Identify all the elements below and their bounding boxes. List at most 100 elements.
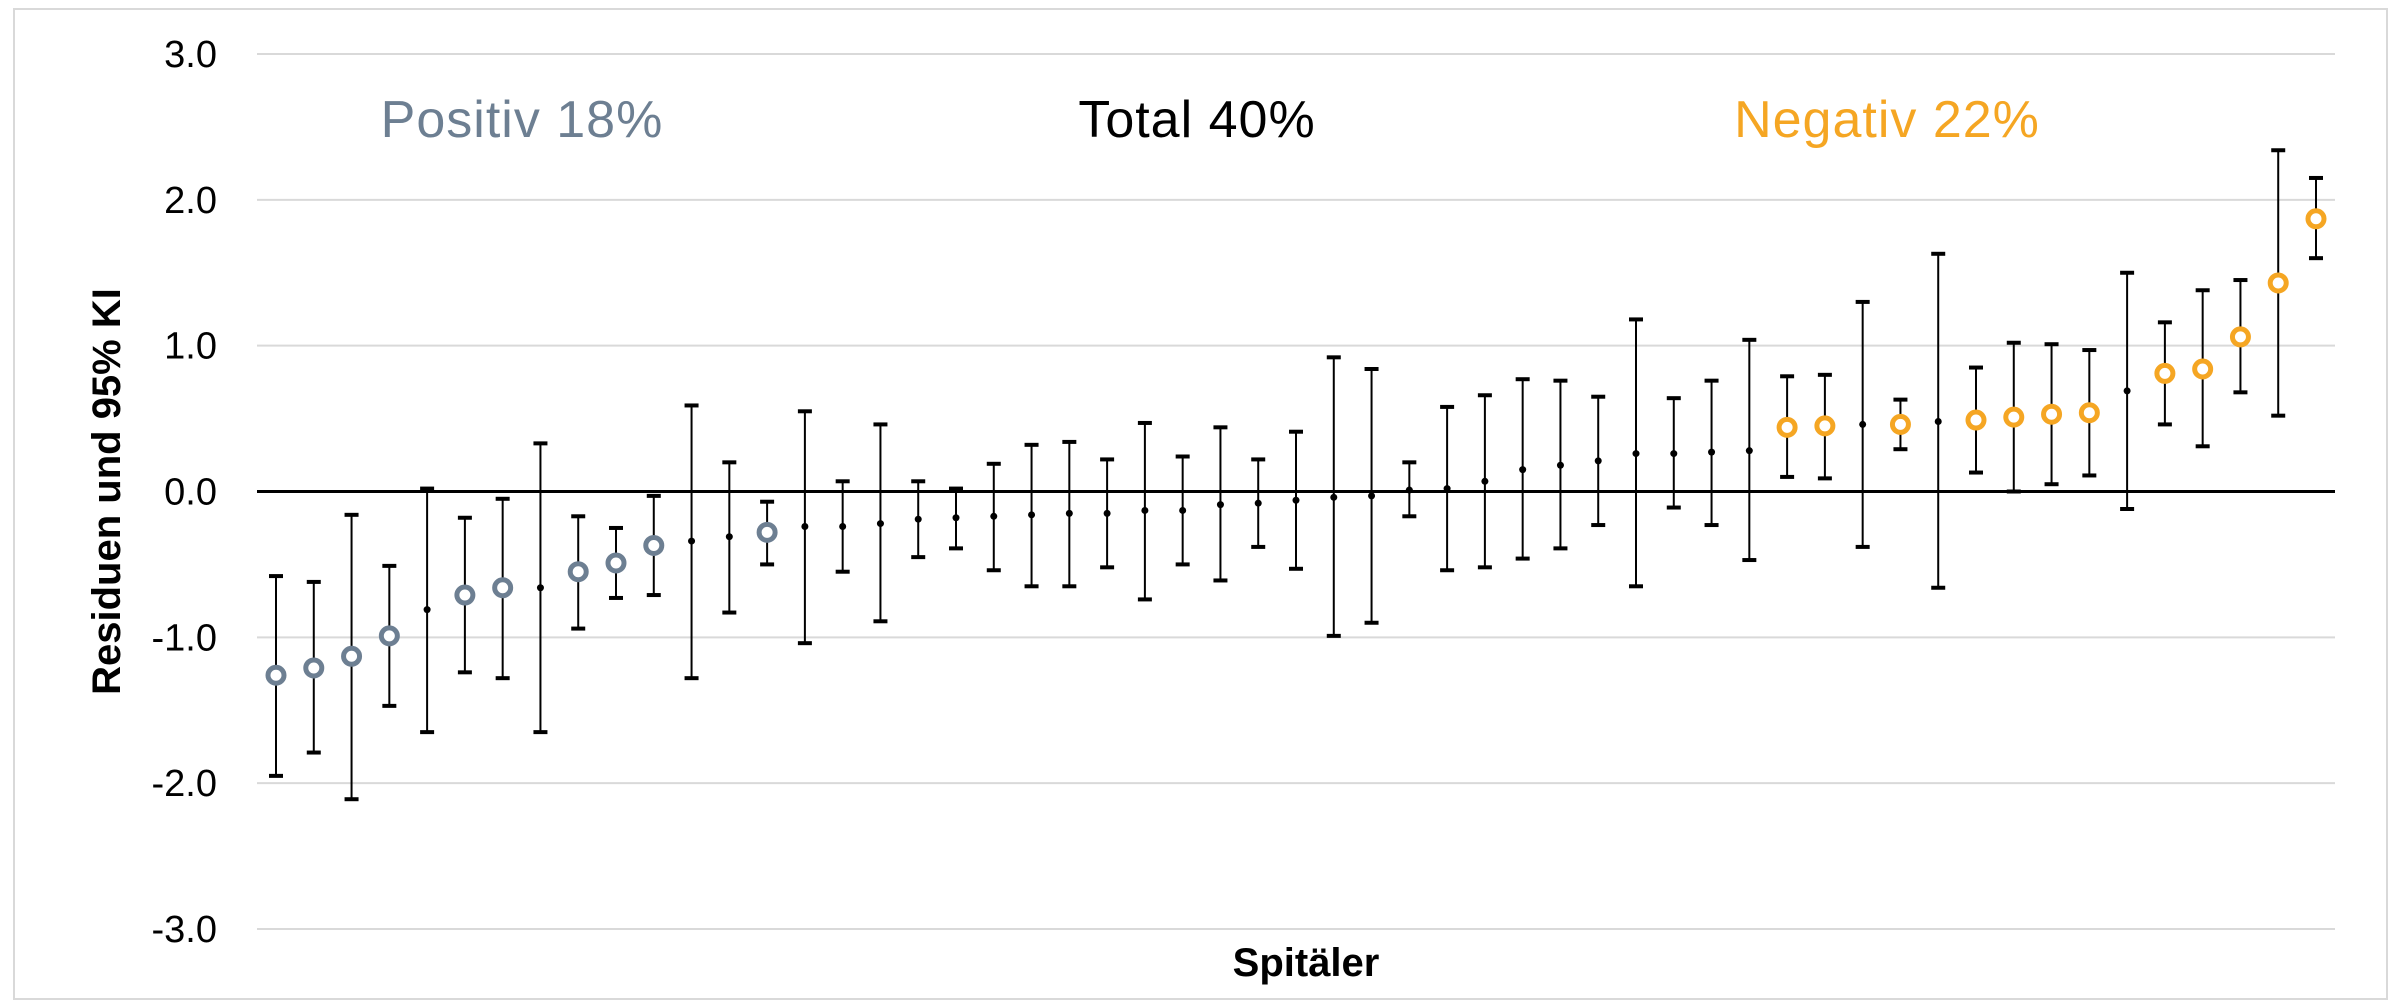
point-marker [1708, 448, 1716, 456]
point-marker [1814, 415, 1836, 437]
chart-svg: 3.0 2.0 1.0 0.0 -1.0 -2.0 -3.0 Residuen und 95… [85, 34, 2335, 985]
point-marker [2267, 272, 2289, 294]
error-bar-point [1137, 420, 1152, 602]
point-marker [2192, 358, 2214, 380]
point-marker [1292, 496, 1300, 504]
y-tick-label: -2.0 [152, 763, 217, 805]
point-marker [1216, 501, 1224, 509]
point-marker [688, 537, 696, 545]
point-marker [492, 577, 514, 599]
annotation-positive: Positiv 18% [381, 91, 664, 149]
error-bar-point [1402, 460, 1417, 519]
error-bar-point [378, 563, 400, 708]
error-bar-point [1251, 457, 1266, 549]
point-marker [1443, 485, 1451, 493]
point-marker [1632, 450, 1640, 458]
error-bar-point [756, 499, 778, 567]
point-marker [2229, 326, 2251, 348]
error-bar-point [1931, 251, 1946, 590]
point-marker [1179, 506, 1187, 514]
y-tick-label: -3.0 [152, 909, 217, 951]
point-marker [876, 520, 884, 528]
error-bar-point [1965, 365, 1987, 475]
point-marker [801, 523, 809, 530]
annotation-total: Total 40% [1078, 91, 1315, 149]
point-marker [1065, 509, 1073, 517]
point-marker [643, 534, 665, 556]
point-marker [1368, 492, 1376, 500]
y-tick-labels: 3.0 2.0 1.0 0.0 -1.0 -2.0 -3.0 [152, 34, 217, 951]
chart-frame: 3.0 2.0 1.0 0.0 -1.0 -2.0 -3.0 Residuen und 95… [13, 8, 2388, 1000]
error-bar-point [2120, 270, 2135, 511]
error-bar-point [1776, 374, 1798, 479]
error-bar-point [1814, 372, 1836, 481]
error-bar-point [2229, 278, 2251, 395]
error-bar-point [643, 493, 665, 598]
y-tick-label: 1.0 [164, 326, 217, 368]
point-marker [1776, 416, 1798, 438]
error-bar-point [1062, 439, 1077, 589]
error-bar-point [1440, 404, 1455, 573]
point-marker [952, 514, 960, 522]
point-marker [1556, 461, 1564, 469]
point-marker [725, 533, 733, 541]
point-marker [341, 645, 363, 667]
error-bar-point [454, 515, 476, 675]
error-bar-point [873, 422, 888, 624]
point-marker [1254, 499, 1262, 507]
error-bar-point [341, 512, 363, 802]
error-bar-point [303, 579, 325, 755]
error-bar-point [1477, 393, 1492, 570]
error-bar-point [2305, 175, 2327, 261]
error-bar-point [265, 574, 287, 778]
error-bar-point [949, 486, 963, 551]
error-bar-point [684, 403, 699, 681]
error-bar-point [567, 514, 589, 631]
error-bar-point [1629, 317, 1643, 589]
point-marker [990, 512, 998, 520]
point-marker [914, 515, 922, 523]
annotation-negative: Negativ 22% [1734, 91, 2040, 149]
point-marker [1405, 486, 1413, 494]
y-axis-label: Residuen und 95% KI [85, 288, 129, 695]
point-marker [605, 552, 627, 574]
point-marker [1859, 420, 1867, 428]
point-marker [378, 625, 400, 647]
point-marker [1745, 447, 1753, 455]
error-bar-point [2078, 348, 2100, 478]
error-bar-point [1289, 429, 1303, 571]
point-marker [1330, 493, 1338, 501]
error-bar-point [1515, 377, 1530, 561]
error-bar-point [2041, 342, 2063, 487]
point-marker [2154, 362, 2176, 384]
error-bar-point [420, 486, 435, 735]
error-bar-point [1553, 378, 1568, 551]
point-marker [1594, 457, 1602, 465]
point-marker [1519, 466, 1527, 474]
y-tick-label: 3.0 [164, 34, 217, 76]
error-bar-point [1742, 337, 1757, 563]
point-marker [1965, 409, 1987, 431]
error-bar-point [1889, 397, 1911, 452]
error-bar-point [986, 461, 1001, 573]
error-bar-point [1666, 396, 1681, 510]
error-bar-point [722, 460, 737, 615]
point-marker [2041, 403, 2063, 425]
error-bar-point [605, 525, 627, 600]
data-marks [265, 148, 2327, 802]
y-tick-label: -1.0 [152, 617, 217, 659]
y-tick-label: 2.0 [164, 180, 217, 222]
point-marker [839, 523, 847, 530]
point-marker [265, 664, 287, 686]
error-bar-point [911, 479, 926, 560]
point-marker [423, 606, 431, 614]
error-bar-point [2192, 288, 2214, 449]
error-bar-point [835, 479, 850, 574]
error-bar-point [1591, 394, 1606, 528]
point-marker [2123, 387, 2131, 395]
point-marker [2003, 406, 2025, 428]
point-marker [1141, 506, 1149, 514]
error-bar-point [1704, 378, 1719, 528]
point-marker [1889, 413, 1911, 435]
error-bar-point [1855, 299, 1870, 549]
